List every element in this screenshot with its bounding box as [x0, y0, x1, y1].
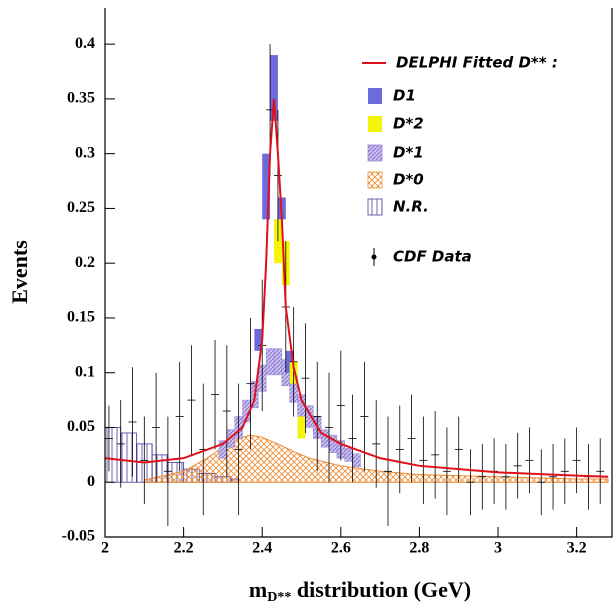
- y-tick-label: 0.3: [75, 144, 95, 161]
- legend-label: CDF Data: [393, 248, 472, 266]
- data-point: [407, 394, 416, 483]
- x-tick-label: 3: [494, 540, 502, 557]
- plot-area: [105, 44, 609, 527]
- data-point: [187, 345, 196, 455]
- y-tick-label: -0.05: [62, 528, 95, 545]
- y-tick-label: 0.25: [67, 199, 95, 216]
- legend-swatch: [367, 198, 383, 216]
- data-point: [152, 372, 161, 483]
- component-box: [344, 448, 353, 462]
- data-point: [163, 416, 172, 527]
- data-point: [395, 405, 404, 494]
- legend-label: D*0: [393, 171, 424, 189]
- y-axis-label: Events: [7, 240, 32, 304]
- data-point: [211, 339, 220, 450]
- nr-bin: [120, 432, 137, 483]
- y-tick-label: 0.15: [67, 309, 95, 326]
- data-point: [383, 416, 392, 527]
- component-box: [270, 55, 278, 121]
- legend-dot: [371, 254, 377, 260]
- legend-label: N.R.: [393, 198, 429, 216]
- x-tick-label: 3.2: [567, 540, 587, 557]
- x-tick-label: 2.6: [331, 540, 351, 557]
- x-axis-label: mD** distribution (GeV): [249, 577, 471, 605]
- x-tick-label: 2.8: [409, 540, 429, 557]
- legend: DELPHI Fitted D** : D1 D*2 D*1 D*0 N.R. CDF Da…: [362, 54, 558, 266]
- data-point: [419, 416, 428, 505]
- data-point: [478, 443, 487, 510]
- data-point: [234, 383, 243, 516]
- data-point: [537, 449, 546, 516]
- component-box: [265, 348, 275, 376]
- y-tick-label: 0.4: [75, 35, 95, 52]
- component-box: [297, 416, 306, 439]
- frame: [104, 8, 613, 538]
- legend-swatch: [368, 88, 382, 104]
- data-point: [560, 438, 569, 505]
- x-label-rest: distribution (GeV): [291, 577, 471, 602]
- data-point: [431, 411, 440, 499]
- data-point: [596, 438, 605, 505]
- component-box: [273, 348, 283, 376]
- x-tick-label: 2: [101, 540, 109, 557]
- legend-swatch: [368, 116, 382, 132]
- data-point: [336, 350, 345, 461]
- data-point: [525, 427, 534, 494]
- y-tick-label: 0.2: [75, 254, 95, 271]
- data-point: [246, 317, 255, 450]
- data-point: [501, 443, 510, 510]
- y-tick-label: 0.05: [67, 418, 95, 435]
- data-point: [454, 416, 463, 483]
- data-point: [360, 361, 369, 472]
- legend-swatch: [367, 171, 383, 189]
- data-point: [273, 109, 282, 242]
- legend-label: DELPHI Fitted D** :: [396, 54, 558, 72]
- data-point: [348, 394, 357, 483]
- data-point: [140, 416, 149, 505]
- y-tick-label: 0.1: [75, 363, 95, 380]
- component-box: [262, 153, 271, 220]
- data-point: [325, 372, 334, 483]
- nr-bin: [105, 427, 122, 483]
- legend-swatch: [367, 144, 383, 162]
- data-point: [513, 432, 522, 499]
- x-tick-label: 2.4: [252, 540, 272, 557]
- legend-label: D1: [393, 87, 416, 105]
- y-tick-label: 0.35: [67, 90, 95, 107]
- data-point: [372, 400, 381, 488]
- data-point: [572, 427, 581, 494]
- data-point: [442, 427, 451, 516]
- component-box: [320, 429, 330, 448]
- legend-label: D*2: [393, 115, 424, 133]
- component-box: [254, 328, 263, 351]
- data-point: [222, 345, 231, 477]
- data-point: [116, 400, 125, 488]
- data-point: [128, 367, 137, 477]
- x-label-main: m: [249, 577, 267, 602]
- data-point: [466, 449, 475, 516]
- y-tick-label: 0: [87, 473, 95, 490]
- x-tick-label: 2.2: [174, 540, 194, 557]
- data-point: [549, 443, 558, 510]
- fit-line: [105, 98, 609, 478]
- axes: 2 2.2 2.4 2.6 2.8 3 3.2 -0.05 0 0.05 0.1 0.15 0.2 0.2…: [62, 8, 613, 557]
- data-point: [175, 361, 184, 472]
- x-label-sub: D**: [267, 590, 291, 605]
- data-point: [313, 361, 322, 472]
- data-point: [301, 323, 310, 433]
- legend-label: D*1: [393, 144, 424, 162]
- data-point: [105, 405, 113, 472]
- component-box: [352, 453, 361, 468]
